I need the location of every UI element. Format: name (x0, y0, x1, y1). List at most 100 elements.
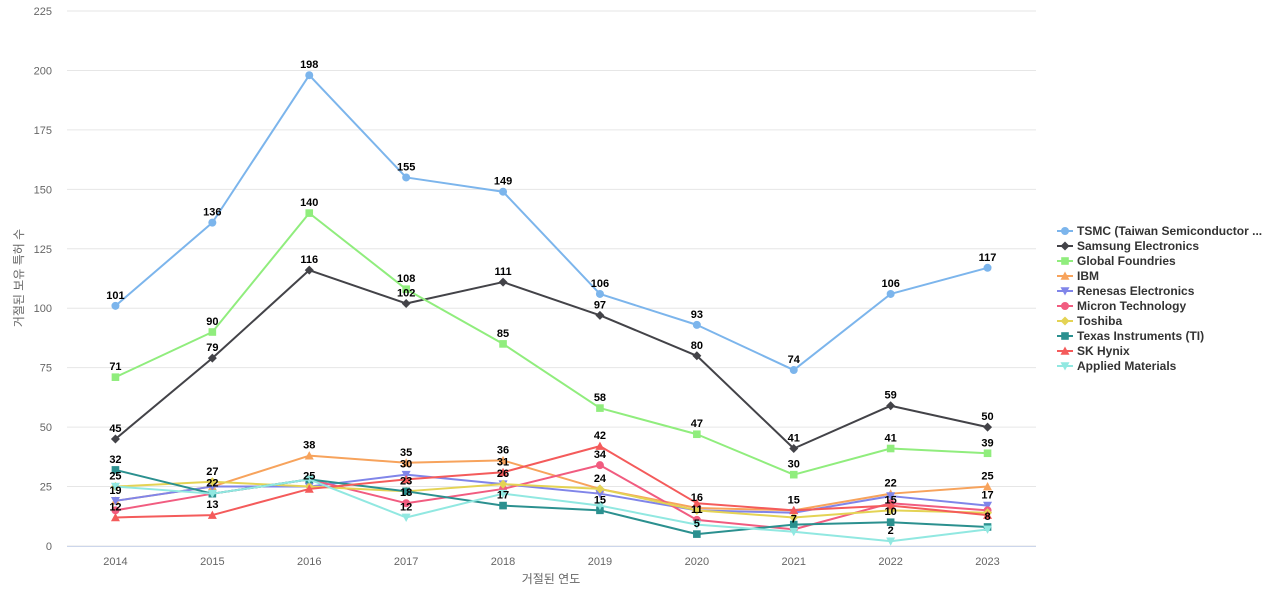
data-point[interactable] (595, 489, 605, 499)
data-point[interactable] (110, 434, 120, 444)
legend-item[interactable]: IBM (1057, 269, 1099, 283)
data-point[interactable] (983, 525, 993, 534)
legend-marker[interactable] (1060, 271, 1070, 280)
legend-marker[interactable] (1060, 287, 1070, 296)
data-point[interactable] (595, 310, 605, 320)
data-point[interactable] (595, 501, 605, 511)
data-point[interactable] (983, 422, 993, 432)
data-point[interactable] (207, 482, 217, 492)
data-point[interactable] (595, 441, 605, 450)
data-point[interactable] (789, 527, 799, 537)
data-point[interactable] (983, 501, 993, 511)
legend-marker[interactable] (1060, 241, 1070, 251)
data-point[interactable] (886, 492, 896, 501)
data-point[interactable] (498, 479, 508, 489)
legend-marker[interactable] (1060, 316, 1070, 326)
data-point[interactable] (110, 482, 120, 492)
data-point[interactable] (983, 263, 992, 272)
data-point[interactable] (305, 209, 314, 217)
data-point[interactable] (304, 451, 314, 460)
legend-marker[interactable] (1061, 227, 1069, 235)
data-point[interactable] (596, 506, 604, 515)
data-point[interactable] (499, 340, 507, 348)
legend-marker[interactable] (1061, 257, 1069, 265)
data-point[interactable] (886, 518, 895, 527)
data-point[interactable] (983, 449, 992, 458)
legend-marker[interactable] (1060, 362, 1070, 371)
data-point[interactable] (401, 298, 411, 308)
data-point[interactable] (208, 218, 217, 227)
data-point[interactable] (498, 277, 508, 287)
data-point[interactable] (304, 265, 314, 275)
data-point[interactable] (304, 475, 314, 484)
data-point[interactable] (789, 512, 799, 522)
data-point[interactable] (207, 489, 217, 499)
data-point[interactable] (305, 71, 314, 80)
series-line[interactable] (114, 74, 988, 372)
data-point[interactable] (110, 512, 120, 522)
series-line[interactable] (115, 212, 988, 476)
data-point[interactable] (208, 328, 217, 336)
data-point[interactable] (983, 482, 993, 491)
series-line[interactable] (114, 269, 988, 450)
data-point[interactable] (110, 497, 120, 506)
data-point[interactable] (693, 530, 701, 538)
data-point[interactable] (402, 173, 411, 182)
data-point[interactable] (402, 487, 410, 496)
data-point[interactable] (789, 444, 799, 454)
legend-item[interactable]: SK Hynix (1057, 344, 1130, 358)
legend-marker[interactable] (1061, 332, 1069, 340)
data-point[interactable] (789, 470, 798, 479)
data-point[interactable] (886, 444, 895, 453)
data-point[interactable] (111, 373, 120, 381)
series-line[interactable] (115, 480, 988, 519)
data-point[interactable] (498, 455, 508, 465)
series-line[interactable] (115, 478, 988, 543)
data-point[interactable] (886, 537, 896, 546)
data-point[interactable] (595, 289, 604, 298)
legend-item[interactable]: Toshiba (1057, 314, 1122, 328)
data-point[interactable] (111, 301, 120, 310)
data-point[interactable] (402, 285, 410, 293)
data-point[interactable] (983, 510, 993, 519)
data-point[interactable] (207, 510, 217, 519)
data-point[interactable] (596, 404, 604, 412)
data-point[interactable] (498, 467, 508, 477)
data-point[interactable] (402, 499, 411, 508)
data-point[interactable] (111, 466, 120, 474)
data-point[interactable] (401, 474, 411, 484)
data-point[interactable] (401, 513, 411, 522)
legend-item[interactable]: TSMC (Taiwan Semiconductor ... (1057, 224, 1262, 238)
data-point[interactable] (595, 484, 605, 494)
data-point[interactable] (692, 520, 702, 530)
legend-item[interactable]: Applied Materials (1057, 359, 1177, 373)
data-point[interactable] (692, 505, 702, 515)
data-point[interactable] (499, 187, 508, 196)
data-point[interactable] (886, 401, 896, 411)
legend-item[interactable]: Micron Technology (1057, 299, 1186, 313)
data-point[interactable] (886, 289, 895, 298)
data-point[interactable] (692, 498, 702, 507)
data-point[interactable] (693, 430, 701, 439)
legend-marker[interactable] (1060, 346, 1070, 355)
data-point[interactable] (207, 353, 217, 363)
legend-item[interactable]: Texas Instruments (TI) (1057, 329, 1204, 343)
data-point[interactable] (595, 461, 604, 470)
legend[interactable]: TSMC (Taiwan Semiconductor ...Samsung El… (1057, 224, 1262, 373)
legend-marker[interactable] (1061, 302, 1069, 310)
series-line[interactable] (115, 454, 988, 512)
legend-item[interactable]: Samsung Electronics (1057, 239, 1199, 253)
data-point[interactable] (789, 520, 798, 529)
data-point[interactable] (692, 320, 701, 329)
data-point[interactable] (401, 458, 411, 467)
data-point[interactable] (304, 484, 314, 493)
legend-item[interactable]: Renesas Electronics (1057, 284, 1195, 298)
series-line[interactable] (115, 445, 988, 519)
data-point[interactable] (207, 477, 217, 487)
data-point[interactable] (111, 506, 120, 515)
legend-item[interactable]: Global Foundries (1057, 254, 1176, 268)
data-point[interactable] (789, 366, 798, 375)
data-point[interactable] (886, 501, 896, 510)
data-point[interactable] (498, 489, 508, 499)
data-point[interactable] (499, 501, 507, 510)
